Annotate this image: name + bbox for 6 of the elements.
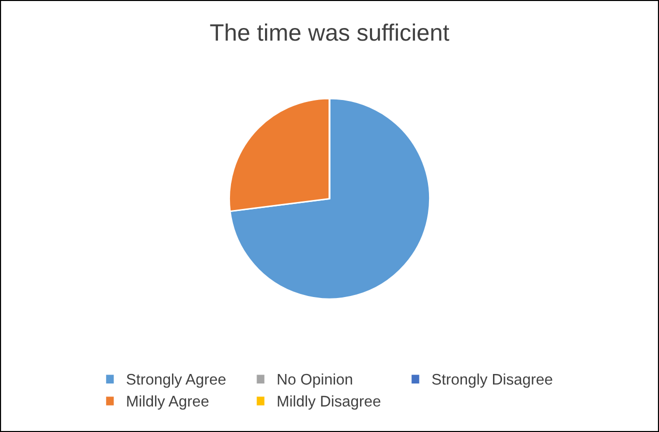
chart-title: The time was sufficient <box>210 24 450 41</box>
legend-label: Strongly Agree <box>126 373 226 388</box>
legend-label: Strongly Disagree <box>432 373 552 388</box>
legend-label: No Opinion <box>278 373 352 388</box>
legend-label: Mildly Disagree <box>278 395 380 410</box>
legend-label: Mildly Agree <box>127 395 209 410</box>
